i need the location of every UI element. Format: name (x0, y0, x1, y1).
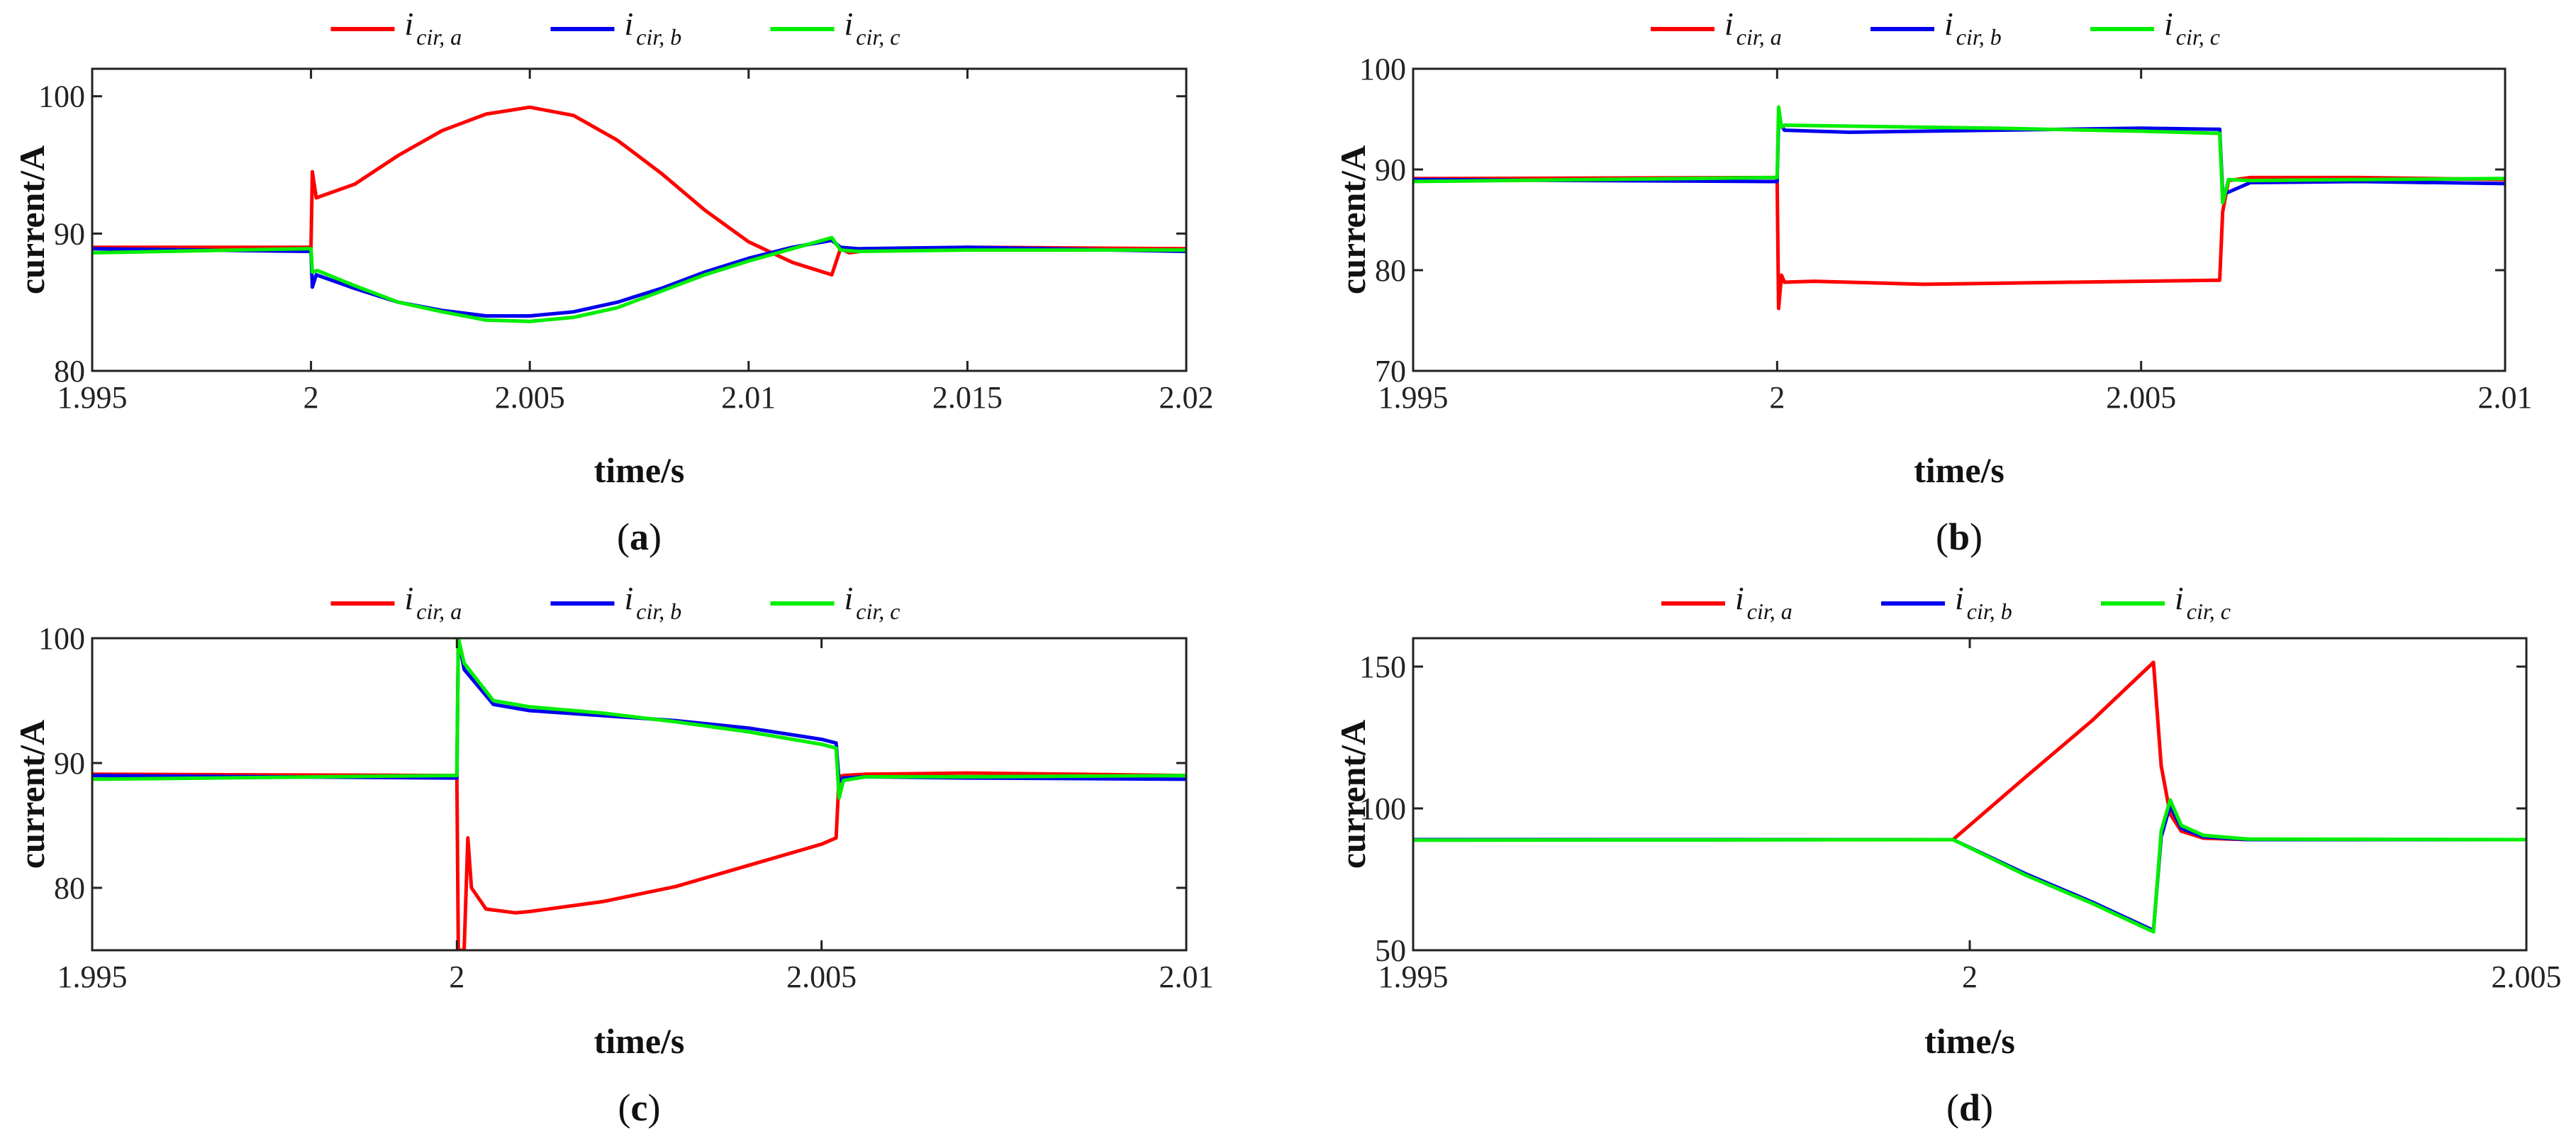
series-line-c (1413, 105, 2505, 205)
y-tick-label: 90 (54, 216, 85, 251)
legend-label-c: i cir, c (2164, 6, 2220, 50)
y-tick-label: 80 (1375, 253, 1406, 288)
y-tick-label: 50 (1375, 933, 1406, 968)
y-tick-label: 100 (38, 79, 85, 114)
legend: i cir, a i cir, b i cir, c (1661, 580, 2231, 624)
x-tick-label: 2 (449, 959, 464, 994)
y-tick-label: 100 (1359, 52, 1406, 87)
legend-label-a: i cir, a (1724, 6, 1782, 50)
series-line-a (1413, 660, 2526, 842)
panel-c: 1.995 2 2.005 2.01 80 90 100 time/s current/A (c)… (12, 580, 1214, 1129)
x-tick-label: 1.995 (1378, 380, 1449, 415)
x-tick-label: 1.995 (57, 959, 128, 994)
x-tick-label: 2.005 (495, 380, 565, 415)
y-axis-title: current/A (1333, 720, 1373, 869)
series-line-c (1413, 798, 2526, 934)
panel-label: (d) (1946, 1086, 1993, 1129)
x-tick-label: 2 (303, 380, 319, 415)
plot-frame (91, 637, 1188, 952)
series-line-a (92, 771, 1186, 950)
panel-a: 1.995 2 2.005 2.01 2.015 2.02 80 90 100 time/s cur… (12, 6, 1214, 558)
legend-label-c: i cir, c (2175, 580, 2231, 624)
panel-d: 1.995 2 2.005 50 100 150 time/s current/A (d) i ci… (1333, 580, 2562, 1129)
y-axis-title: current/A (12, 720, 52, 869)
series-line-b (92, 638, 1186, 784)
x-axis-title: time/s (1914, 450, 2005, 490)
series-line-a (1413, 175, 2505, 311)
panel-label: (b) (1936, 516, 1983, 558)
legend-label-a: i cir, a (1735, 580, 1792, 624)
series-line-c (92, 638, 1186, 800)
x-tick-label: 2.005 (786, 959, 857, 994)
series-line-c (92, 235, 1186, 323)
panel-label: (c) (618, 1086, 661, 1129)
y-tick-label: 100 (1359, 791, 1406, 826)
x-tick-label: 2.005 (2492, 959, 2562, 994)
x-tick-label: 2 (1769, 380, 1785, 415)
legend: i cir, a i cir, b i cir, c (330, 580, 901, 624)
plot-frame (91, 67, 1188, 372)
y-tick-label: 150 (1359, 650, 1406, 684)
x-tick-label: 2.01 (2478, 380, 2533, 415)
x-tick-label: 2.02 (1159, 380, 1214, 415)
x-axis-title: time/s (594, 1021, 685, 1061)
x-tick-label: 2 (1962, 959, 1978, 994)
y-tick-label: 100 (38, 621, 85, 656)
x-tick-label: 1.995 (57, 380, 128, 415)
plot-frame (1412, 637, 2528, 952)
x-tick-label: 1.995 (1378, 959, 1449, 994)
legend-label-a: i cir, a (405, 6, 462, 50)
y-tick-label: 70 (1375, 354, 1406, 389)
panel-b: 1.995 2 2.005 2.01 70 80 90 100 time/s current/A (… (1333, 6, 2533, 558)
panel-label: (a) (617, 516, 662, 558)
y-tick-label: 90 (54, 746, 85, 781)
y-tick-label: 90 (1375, 152, 1406, 187)
legend: i cir, a i cir, b i cir, c (330, 6, 901, 50)
legend-label-c: i cir, c (844, 580, 901, 624)
legend-label-c: i cir, c (844, 6, 901, 50)
y-tick-label: 80 (54, 354, 85, 389)
legend-label-b: i cir, b (1944, 6, 2002, 50)
plot-frame (1412, 67, 2507, 372)
series-line-b (1413, 119, 2505, 196)
x-tick-label: 2.01 (1159, 959, 1214, 994)
x-tick-label: 2.015 (932, 380, 1003, 415)
y-axis-title: current/A (1333, 145, 1373, 294)
legend-label-b: i cir, b (625, 6, 682, 50)
legend-label-a: i cir, a (405, 580, 462, 624)
legend: i cir, a i cir, b i cir, c (1651, 6, 2220, 50)
x-axis-title: time/s (1924, 1021, 2015, 1061)
legend-label-b: i cir, b (1955, 580, 2012, 624)
x-tick-label: 2.01 (721, 380, 776, 415)
y-tick-label: 80 (54, 871, 85, 906)
y-axis-title: current/A (12, 145, 52, 294)
x-tick-label: 2.005 (2106, 380, 2176, 415)
x-axis-title: time/s (594, 450, 685, 490)
legend-label-b: i cir, b (625, 580, 682, 624)
